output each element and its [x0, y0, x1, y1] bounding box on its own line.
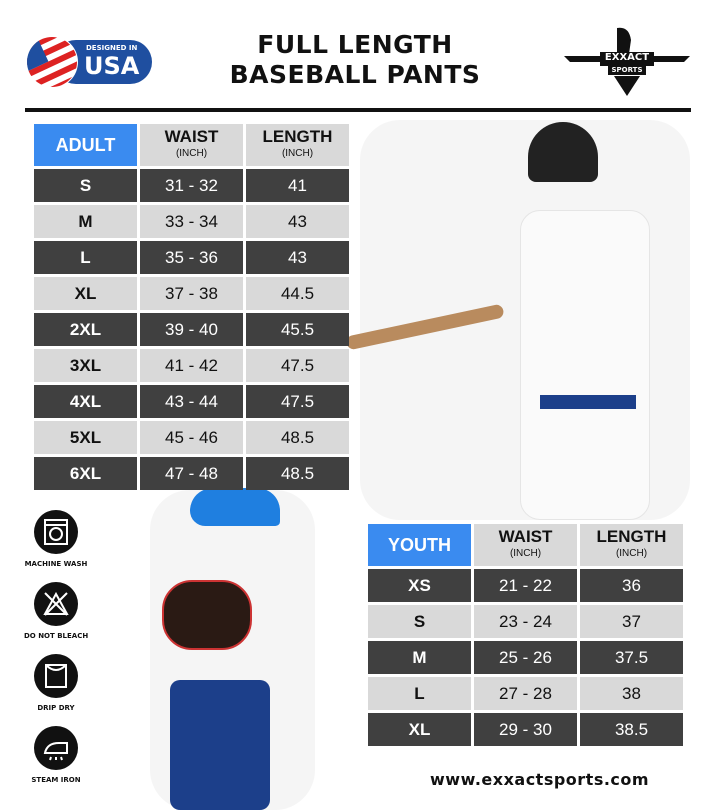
column-unit: (INCH)	[175, 148, 208, 159]
length-cell: 37.5	[580, 641, 683, 674]
waist-cell: 35 - 36	[140, 241, 243, 274]
column-header-waist: WAIST (INCH)	[474, 524, 577, 566]
steam-iron-icon	[34, 726, 78, 770]
length-cell: 43	[246, 205, 349, 238]
length-cell: 45.5	[246, 313, 349, 346]
glove	[162, 580, 252, 650]
length-cell: 44.5	[246, 277, 349, 310]
youth-cap	[190, 488, 280, 526]
waist-cell: 45 - 46	[140, 421, 243, 454]
length-cell: 47.5	[246, 349, 349, 382]
care-label: MACHINE WASH	[24, 560, 88, 568]
length-cell: 48.5	[246, 421, 349, 454]
size-cell: 4XL	[34, 385, 137, 418]
waist-cell: 47 - 48	[140, 457, 243, 490]
length-cell: 47.5	[246, 385, 349, 418]
length-cell: 37	[580, 605, 683, 638]
youth-size-table: YOUTH WAIST (INCH) LENGTH (INCH) XS 21 - 22 36 S…	[368, 524, 683, 746]
waist-cell: 41 - 42	[140, 349, 243, 382]
logo-text: EXXACT	[604, 52, 650, 63]
care-instruction: MACHINE WASH	[24, 510, 88, 568]
care-instruction: DO NOT BLEACH	[24, 582, 88, 640]
waist-cell: 29 - 30	[474, 713, 577, 746]
column-header-length: LENGTH (INCH)	[246, 124, 349, 166]
care-instruction: DRIP DRY	[24, 654, 88, 712]
youth-label: YOUTH	[368, 524, 471, 566]
column-name: WAIST	[498, 527, 553, 546]
drip-dry-icon	[34, 654, 78, 698]
badge-small-text: DESIGNED IN	[86, 44, 138, 52]
size-cell: 3XL	[34, 349, 137, 382]
care-label: DRIP DRY	[37, 704, 75, 712]
size-cell: S	[368, 605, 471, 638]
waist-cell: 43 - 44	[140, 385, 243, 418]
header-divider	[25, 108, 691, 112]
length-cell: 48.5	[246, 457, 349, 490]
adult-size-table: ADULT WAIST (INCH) LENGTH (INCH) S 31 - 32 41 M 3…	[34, 124, 349, 490]
logo-sub: SPORTS	[611, 66, 643, 74]
size-cell: XL	[34, 277, 137, 310]
care-label: STEAM IRON	[31, 776, 81, 784]
column-header-length: LENGTH (INCH)	[580, 524, 683, 566]
waist-cell: 33 - 34	[140, 205, 243, 238]
size-cell: 5XL	[34, 421, 137, 454]
column-name: LENGTH	[262, 127, 333, 146]
badge-big-text: USA	[84, 52, 140, 80]
website-url[interactable]: www.exxactsports.com	[430, 770, 650, 789]
size-cell: M	[34, 205, 137, 238]
do-not-bleach-icon	[34, 582, 78, 626]
length-cell: 43	[246, 241, 349, 274]
waist-cell: 23 - 24	[474, 605, 577, 638]
length-cell: 36	[580, 569, 683, 602]
waist-cell: 25 - 26	[474, 641, 577, 674]
waist-cell: 27 - 28	[474, 677, 577, 710]
length-cell: 41	[246, 169, 349, 202]
column-unit: (INCH)	[509, 548, 542, 559]
column-unit: (INCH)	[281, 148, 314, 159]
waist-cell: 21 - 22	[474, 569, 577, 602]
column-header-waist: WAIST (INCH)	[140, 124, 243, 166]
exxact-sports-logo: EXXACT SPORTS	[562, 26, 692, 96]
title-line-1: FULL LENGTH	[257, 30, 453, 59]
title-line-2: BASEBALL PANTS	[229, 60, 481, 89]
size-cell: XL	[368, 713, 471, 746]
length-cell: 38	[580, 677, 683, 710]
column-name: WAIST	[164, 127, 219, 146]
column-unit: (INCH)	[615, 548, 648, 559]
size-cell: 2XL	[34, 313, 137, 346]
size-cell: M	[368, 641, 471, 674]
length-cell: 38.5	[580, 713, 683, 746]
care-label: DO NOT BLEACH	[24, 632, 89, 640]
size-cell: 6XL	[34, 457, 137, 490]
batting-helmet	[528, 122, 598, 182]
machine-wash-icon	[34, 510, 78, 554]
size-cell: L	[34, 241, 137, 274]
waist-cell: 39 - 40	[140, 313, 243, 346]
uniform	[520, 210, 650, 520]
belt	[540, 395, 636, 409]
care-instruction: STEAM IRON	[24, 726, 88, 784]
size-cell: XS	[368, 569, 471, 602]
waist-cell: 37 - 38	[140, 277, 243, 310]
page-title: FULL LENGTH BASEBALL PANTS	[190, 30, 520, 90]
column-name: LENGTH	[596, 527, 667, 546]
adult-label: ADULT	[34, 124, 137, 166]
size-cell: L	[368, 677, 471, 710]
waist-cell: 31 - 32	[140, 169, 243, 202]
youth-pants	[170, 680, 270, 810]
designed-in-usa-badge: DESIGNED IN USA	[24, 36, 154, 88]
size-cell: S	[34, 169, 137, 202]
